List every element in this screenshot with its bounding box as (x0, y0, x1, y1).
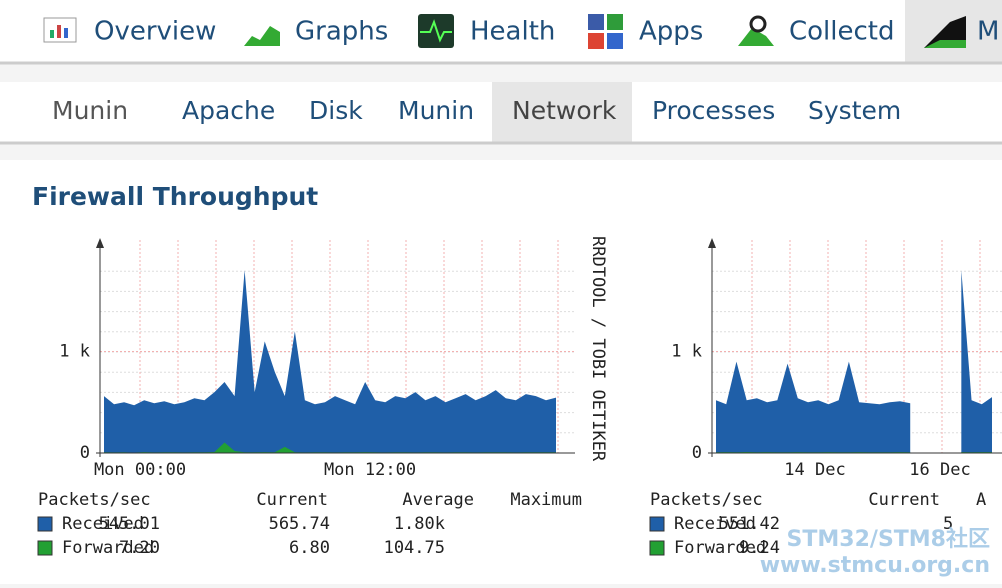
legend-value: 104.75 (384, 538, 445, 558)
side-text: RRDTOOL / TOBI OETIKER (588, 236, 608, 462)
legend-name: Forwarded (62, 538, 154, 558)
legend-header: Packets/sec (38, 490, 151, 510)
legend-header: Average (402, 490, 474, 510)
legend-header: Maximum (510, 490, 582, 510)
top-nav (0, 0, 1002, 62)
x-tick-label: 14 Dec (784, 460, 845, 480)
watermark: STM32/STM8社区 (787, 526, 990, 552)
icons (43, 14, 966, 49)
subnav-tab[interactable]: Network (512, 96, 617, 125)
y-arrow (708, 238, 716, 248)
legend-value: 6.80 (289, 538, 330, 558)
legend-value: 9.24 (739, 538, 780, 558)
legend-header: A (976, 490, 986, 510)
x-tick-label: 16 Dec (909, 460, 970, 480)
nav-tab[interactable]: Overview (94, 17, 216, 47)
legend-header: Current (868, 490, 940, 510)
legend-name: Received (674, 514, 756, 534)
subnav-tab[interactable]: Munin (398, 96, 474, 125)
legend-header: Packets/sec (650, 490, 763, 510)
received-area (716, 361, 911, 453)
y-arrow (96, 238, 104, 248)
y-tick-label: 0 (692, 443, 702, 463)
legend-header: Current (256, 490, 328, 510)
y-tick-label: 1 k (671, 342, 702, 362)
x-tick-label: Mon 00:00 (94, 460, 186, 480)
watermark: www.stmcu.org.cn (760, 553, 990, 578)
active-subtab-bg (492, 82, 632, 142)
legend-name: Received (62, 514, 144, 534)
legend-swatch (37, 540, 53, 556)
received-area (961, 270, 992, 453)
subnav-label: Munin (52, 96, 128, 125)
subnav-tab[interactable]: Apache (182, 96, 275, 125)
nav-tab[interactable]: M (977, 17, 999, 47)
nav-tab[interactable]: Graphs (295, 17, 388, 47)
legend-swatch (649, 540, 665, 556)
legend-value: 1.80k (394, 514, 445, 534)
x-tick-label: Mon 12:00 (324, 460, 416, 480)
legend-value: 565.74 (269, 514, 330, 534)
y-tick-label: 0 (80, 443, 90, 463)
legend-value: 5 (943, 514, 953, 534)
legend-swatch (649, 516, 665, 532)
legend-name: Forwarded (674, 538, 766, 558)
legend-swatch (37, 516, 53, 532)
nav-tab[interactable]: Health (470, 17, 555, 47)
y-tick-label: 1 k (59, 342, 90, 362)
subnav-tab[interactable]: Processes (652, 96, 775, 125)
subnav-tab[interactable]: Disk (309, 96, 363, 125)
nav-tab[interactable]: Collectd (789, 17, 895, 47)
panel-title: Firewall Throughput (32, 182, 318, 211)
nav-tab[interactable]: Apps (639, 17, 703, 47)
legend-value: 545.01 (99, 514, 160, 534)
legend-value: 7.20 (119, 538, 160, 558)
forwarded-area (104, 442, 556, 453)
legend-value: 551.42 (719, 514, 780, 534)
subnav-tab[interactable]: System (808, 96, 901, 125)
received-area (104, 270, 556, 453)
